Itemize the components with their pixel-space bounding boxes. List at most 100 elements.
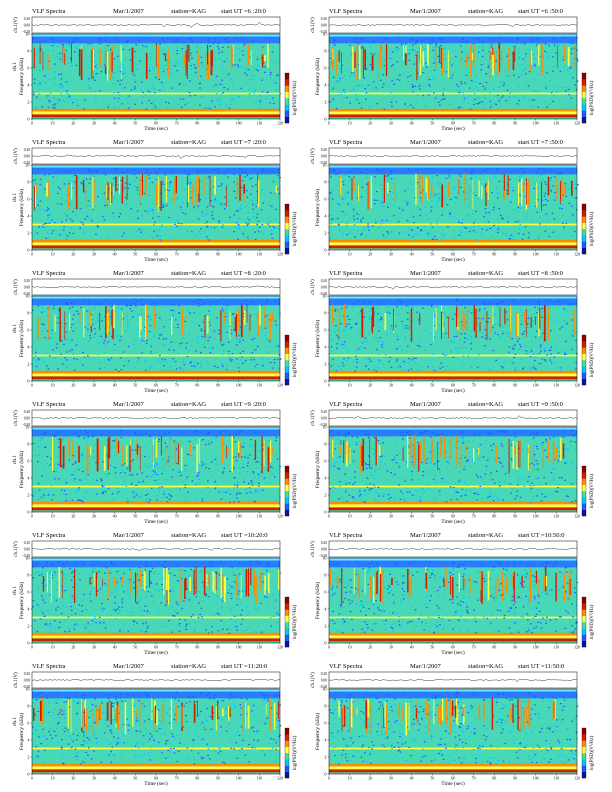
noise-speck	[269, 362, 272, 364]
noise-speck	[386, 307, 389, 309]
noise-speck	[342, 362, 344, 364]
noise-speck	[251, 78, 254, 80]
x-tick-label: 120	[574, 122, 580, 126]
noise-speck	[562, 59, 564, 61]
noise-speck	[484, 489, 486, 491]
spectrum-svg: VLF Spectra Mar/1/2007 station=KAG start UT…	[12, 270, 298, 394]
x-tick-label: 60	[451, 253, 455, 257]
noise-speck	[273, 358, 276, 361]
noise-speck	[497, 192, 500, 195]
noise-speck	[276, 187, 279, 190]
noise-speck	[435, 482, 438, 484]
noise-speck	[437, 196, 440, 198]
noise-speck	[253, 216, 255, 218]
sferic-streak	[332, 48, 334, 60]
noise-speck	[42, 324, 45, 326]
noise-speck	[133, 303, 136, 305]
noise-speck	[109, 42, 111, 44]
noise-speck	[186, 476, 188, 478]
noise-speck	[489, 92, 491, 94]
noise-speck	[434, 474, 436, 476]
sferic-streak	[138, 448, 140, 454]
noise-speck	[378, 360, 381, 362]
sferic-streak	[520, 178, 523, 206]
noise-speck	[254, 89, 256, 91]
colorbar-segment	[285, 91, 289, 99]
noise-speck	[528, 476, 530, 478]
noise-speck	[163, 326, 165, 328]
noise-speck	[56, 55, 58, 58]
noise-speck	[204, 315, 207, 317]
sferic-streak	[514, 45, 516, 62]
noise-speck	[460, 186, 462, 188]
noise-speck	[166, 202, 169, 204]
noise-speck	[382, 493, 384, 495]
noise-speck	[519, 496, 522, 498]
noise-speck	[259, 450, 261, 452]
noise-speck	[493, 495, 495, 497]
noise-speck	[470, 348, 473, 350]
noise-speck	[236, 497, 238, 499]
noise-speck	[567, 495, 569, 497]
noise-speck	[361, 45, 364, 47]
noise-speck	[460, 81, 462, 83]
noise-speck	[140, 194, 143, 196]
sferic-streak	[126, 444, 128, 466]
noise-speck	[161, 67, 163, 69]
noise-speck	[553, 356, 556, 358]
noise-speck	[335, 184, 337, 186]
noise-speck	[103, 192, 106, 194]
noise-speck	[242, 44, 245, 46]
noise-speck	[404, 338, 407, 340]
noise-speck	[411, 84, 414, 86]
noise-speck	[567, 108, 569, 110]
noise-speck	[165, 101, 167, 103]
noise-speck	[575, 438, 577, 440]
noise-speck	[329, 366, 332, 368]
noise-speck	[150, 102, 153, 104]
y-tick-label: 4	[324, 83, 327, 88]
sferic-streak	[145, 174, 147, 197]
noise-speck	[70, 227, 73, 229]
noise-speck	[559, 328, 561, 330]
noise-speck	[244, 72, 246, 74]
noise-speck	[445, 332, 447, 334]
noise-speck	[473, 462, 475, 464]
sferic-streak	[371, 55, 374, 71]
noise-speck	[380, 57, 383, 59]
noise-speck	[368, 229, 370, 231]
noise-speck	[333, 465, 336, 467]
noise-speck	[207, 480, 209, 482]
noise-speck	[170, 494, 172, 497]
noise-speck	[343, 358, 345, 360]
noise-speck	[84, 326, 86, 328]
x-tick-label: 120	[277, 515, 283, 519]
sferic-streak	[466, 54, 468, 67]
noise-speck	[487, 457, 489, 459]
noise-speck	[425, 63, 427, 66]
noise-speck	[336, 80, 339, 82]
noise-speck	[391, 191, 394, 193]
noise-speck	[470, 177, 473, 179]
noise-speck	[412, 107, 415, 109]
noise-speck	[151, 203, 153, 205]
noise-speck	[193, 190, 196, 192]
noise-speck	[471, 213, 474, 215]
sferic-streak	[230, 45, 232, 71]
noise-speck	[354, 38, 357, 40]
sferic-streak	[209, 175, 211, 207]
sferic-streak	[515, 314, 517, 336]
noise-speck	[87, 474, 89, 476]
noise-speck	[233, 466, 235, 468]
noise-speck	[357, 300, 359, 303]
noise-speck	[238, 431, 241, 433]
noise-speck	[352, 306, 354, 308]
sferic-streak	[230, 316, 231, 325]
noise-speck	[491, 44, 493, 46]
noise-speck	[415, 357, 417, 359]
sferic-streak	[167, 49, 170, 78]
noise-speck	[271, 51, 274, 53]
noise-speck	[200, 299, 202, 301]
noise-speck	[118, 216, 120, 218]
noise-speck	[149, 434, 151, 436]
